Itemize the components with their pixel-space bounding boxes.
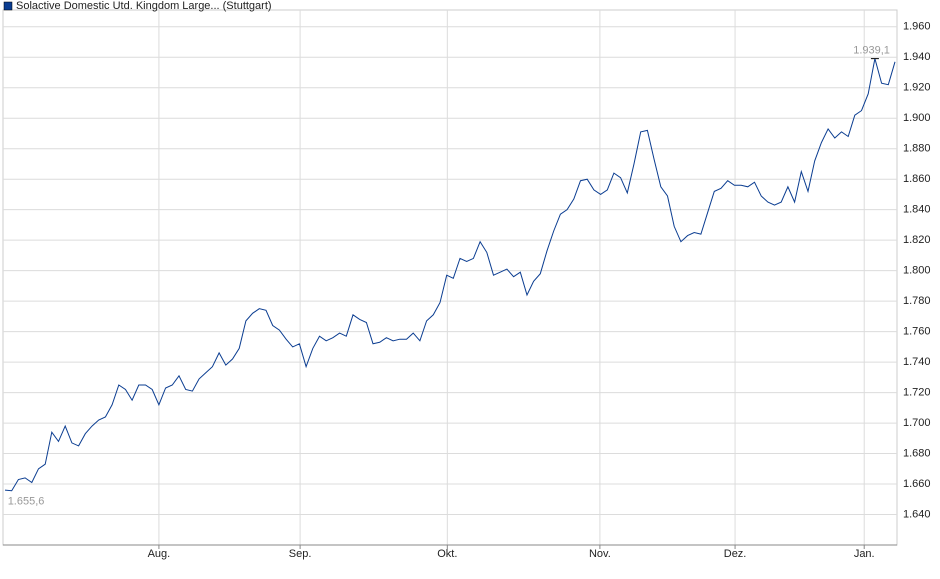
y-tick-label: 1.800 [903, 265, 931, 277]
y-tick-label: 1.920 [903, 82, 931, 94]
x-tick-label: Jan. [854, 548, 875, 560]
y-tick-label: 1.880 [903, 143, 931, 155]
y-tick-label: 1.700 [903, 417, 931, 429]
y-tick-label: 1.900 [903, 112, 931, 124]
y-tick-label: 1.780 [903, 295, 931, 307]
y-tick-label: 1.940 [903, 51, 931, 63]
y-tick-label: 1.820 [903, 234, 931, 246]
plot-area [2, 9, 898, 546]
x-tick-label: Aug. [148, 548, 171, 560]
y-tick-label: 1.660 [903, 478, 931, 490]
x-tick-label: Nov. [589, 548, 611, 560]
y-tick-label: 1.720 [903, 386, 931, 398]
legend-swatch [3, 1, 13, 11]
x-tick-label: Sep. [289, 548, 312, 560]
y-tick-label: 1.640 [903, 508, 931, 520]
y-tick-label: 1.740 [903, 356, 931, 368]
y-tick-label: 1.960 [903, 21, 931, 33]
y-tick-label: 1.680 [903, 447, 931, 459]
legend-label: Solactive Domestic Utd. Kingdom Large...… [16, 0, 272, 12]
x-tick-label: Okt. [437, 548, 457, 560]
x-tick-label: Dez. [724, 548, 747, 560]
value-label: 1.939,1 [853, 45, 890, 57]
y-tick-label: 1.860 [903, 173, 931, 185]
line [4, 58, 896, 492]
y-tick-label: 1.760 [903, 326, 931, 338]
y-tick-label: 1.840 [903, 204, 931, 216]
value-label: 1.655,6 [8, 496, 45, 508]
